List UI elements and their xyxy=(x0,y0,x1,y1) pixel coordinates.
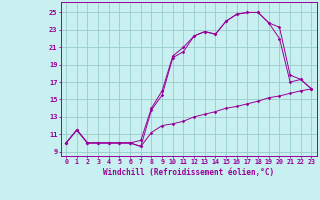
X-axis label: Windchill (Refroidissement éolien,°C): Windchill (Refroidissement éolien,°C) xyxy=(103,168,274,177)
